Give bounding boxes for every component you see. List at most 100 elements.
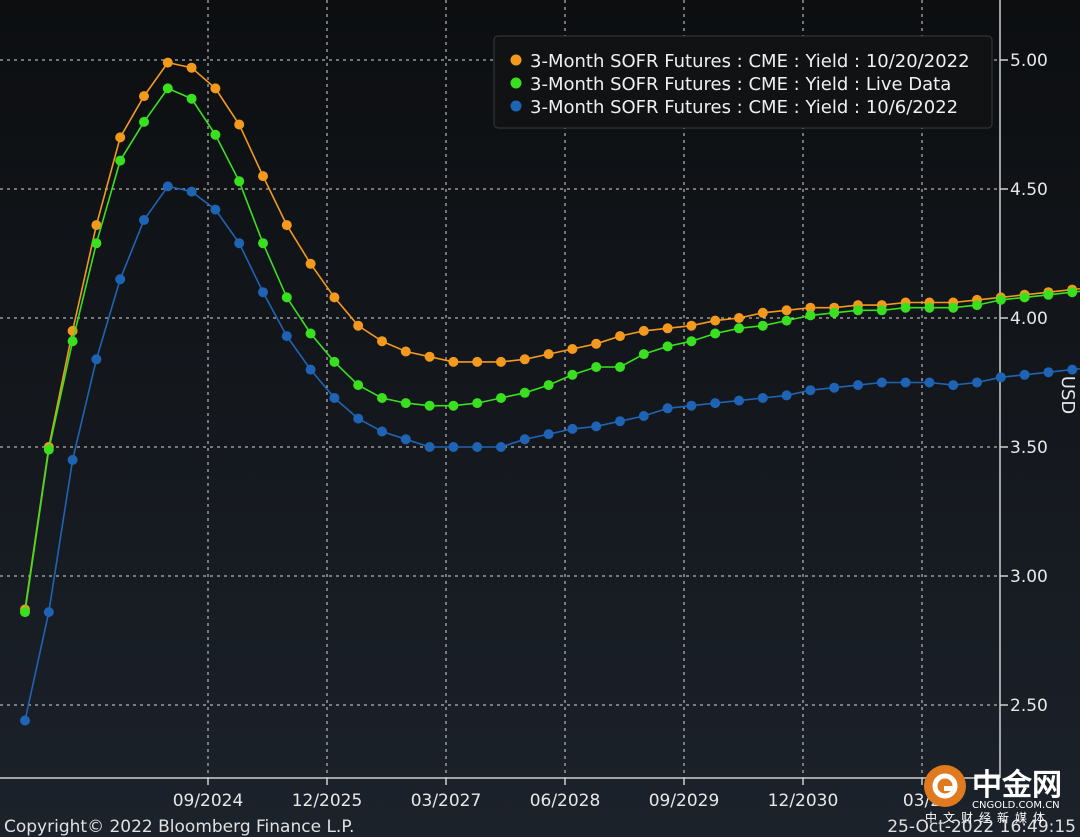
- data-point: [519, 387, 530, 398]
- legend-box: [493, 35, 993, 129]
- data-point: [234, 238, 245, 249]
- data-point: [638, 411, 649, 421]
- data-point: [377, 336, 387, 347]
- legend-marker: [510, 54, 522, 66]
- data-point: [543, 349, 554, 360]
- data-point: [638, 325, 649, 336]
- data-point: [853, 305, 863, 316]
- data-point: [305, 258, 316, 269]
- data-point: [686, 336, 697, 347]
- data-point: [972, 377, 982, 388]
- data-point: [115, 155, 126, 166]
- data-point: [496, 442, 506, 452]
- data-point: [472, 442, 483, 452]
- legend-label: 3-Month SOFR Futures : CME : Yield : Liv…: [530, 74, 951, 95]
- data-point: [424, 442, 435, 452]
- data-point: [258, 287, 268, 298]
- data-point: [162, 181, 173, 192]
- x-tick-label: 09/2024: [173, 791, 244, 811]
- data-point: [162, 57, 173, 68]
- data-point: [615, 331, 625, 342]
- data-point: [448, 442, 459, 452]
- data-point: [472, 398, 483, 409]
- data-point: [876, 305, 887, 316]
- series-0: [20, 57, 1080, 615]
- data-point: [20, 715, 30, 726]
- data-point: [353, 320, 364, 331]
- data-point: [43, 607, 54, 618]
- data-point: [805, 302, 816, 313]
- data-point: [329, 393, 340, 403]
- y-tick-label: 2.50: [1010, 696, 1048, 716]
- data-point: [686, 400, 697, 411]
- x-axis-ticks: 09/2024 12/2025 03/2027 06/2028 09/2029 12/20…: [173, 778, 941, 811]
- data-point: [139, 215, 149, 225]
- data-point: [210, 129, 221, 140]
- data-point: [710, 315, 721, 326]
- data-point: [20, 607, 30, 618]
- data-point: [1067, 364, 1078, 375]
- data-point: [258, 171, 268, 182]
- data-point: [567, 344, 578, 354]
- series-2: [20, 181, 1080, 726]
- data-point: [353, 380, 364, 391]
- data-point: [91, 238, 102, 249]
- data-point: [638, 349, 649, 360]
- y-tick-label: 4.00: [1010, 309, 1048, 329]
- watermark-domain: CNGOLD.COM.CN: [972, 800, 1060, 811]
- data-point: [281, 220, 292, 231]
- legend-marker: [510, 77, 522, 89]
- data-point: [162, 83, 173, 94]
- timestamp-text: 25-Oct-2022 16:49:15: [887, 817, 1076, 837]
- copyright-text: Copyright© 2022 Bloomberg Finance L.P.: [4, 817, 354, 837]
- legend-label: 3-Month SOFR Futures : CME : Yield : 10/…: [530, 51, 970, 72]
- data-point: [662, 403, 673, 414]
- data-point: [924, 377, 935, 388]
- data-point: [496, 356, 506, 367]
- watermark: 中金网 CNGOLD.COM.CN 中文财经新媒体: [924, 765, 1062, 825]
- data-point: [900, 377, 911, 388]
- data-point: [948, 302, 959, 313]
- watermark-brand: 中金网: [972, 768, 1062, 803]
- data-point: [734, 313, 744, 323]
- y-tick-label: 3.00: [1010, 567, 1048, 587]
- axes: [0, 0, 1001, 779]
- data-point: [829, 382, 840, 393]
- data-point: [186, 62, 197, 73]
- data-point: [662, 341, 673, 352]
- data-point: [472, 356, 483, 367]
- data-point: [424, 400, 435, 411]
- data-point: [757, 320, 768, 331]
- data-point: [139, 116, 149, 127]
- data-point: [948, 380, 959, 391]
- data-point: [805, 310, 816, 321]
- data-point: [829, 307, 840, 318]
- data-point: [995, 372, 1006, 383]
- data-point: [519, 354, 530, 365]
- x-tick-label: 03/2027: [411, 791, 482, 811]
- data-point: [567, 423, 578, 434]
- data-point: [258, 238, 268, 249]
- data-point: [615, 362, 625, 372]
- data-point: [662, 323, 673, 334]
- data-point: [734, 323, 744, 334]
- data-point: [115, 274, 126, 285]
- data-point: [1019, 292, 1030, 303]
- data-point: [210, 204, 221, 215]
- data-point: [67, 454, 78, 465]
- x-tick-label: 06/2028: [530, 791, 601, 811]
- data-point: [1019, 369, 1030, 380]
- data-point: [995, 294, 1006, 305]
- data-point: [305, 364, 316, 375]
- data-point: [400, 398, 411, 409]
- y-tick-label: 3.50: [1010, 438, 1048, 458]
- data-point: [1067, 287, 1078, 298]
- data-point: [686, 320, 697, 331]
- data-point: [591, 362, 602, 372]
- data-point: [972, 300, 982, 311]
- data-point: [234, 176, 245, 187]
- watermark-logo-icon: [924, 765, 966, 807]
- data-point: [186, 93, 197, 104]
